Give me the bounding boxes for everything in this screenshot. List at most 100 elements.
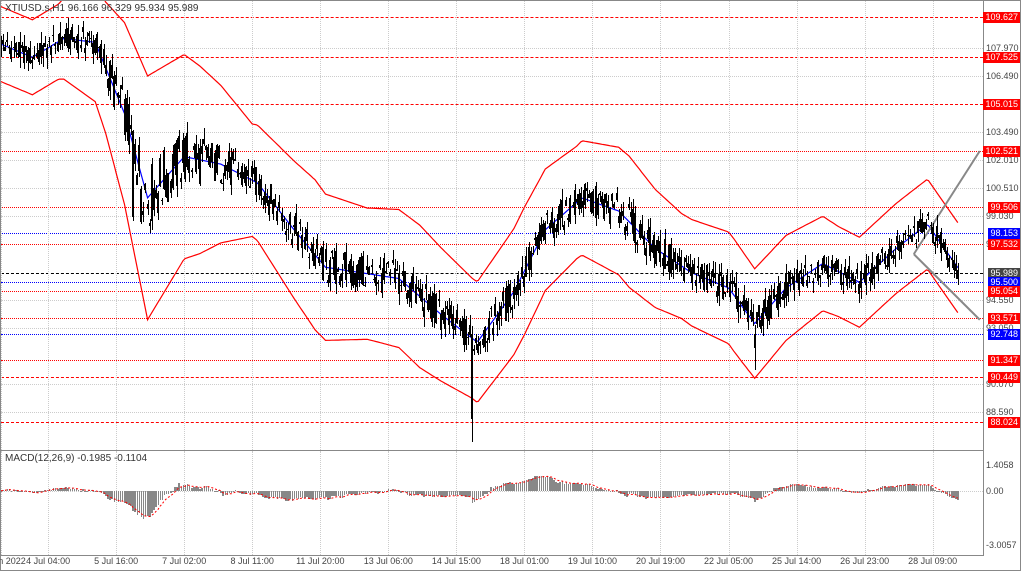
candle-body (308, 257, 310, 258)
macd-hist-bar (865, 491, 867, 492)
y-axis-price[interactable]: 88.59090.07093.05094.55097.53099.030100.… (983, 1, 1020, 451)
x-tick-label: 25 Jul 14:00 (772, 556, 821, 566)
candle-body (913, 226, 915, 228)
candle-body (724, 292, 726, 294)
level-label: 107.525 (983, 52, 1020, 63)
y-axis-macd[interactable]: 1.40580.00-3.0057 (983, 451, 1020, 556)
price-gridline (1, 384, 983, 385)
candle-body (475, 338, 477, 343)
x-tick-label: 22 Jul 05:00 (704, 556, 753, 566)
x-gridline (592, 451, 593, 555)
x-tick-label: 8 Jul 11:00 (231, 556, 274, 566)
candle-body (915, 243, 917, 244)
candle-body (15, 43, 17, 52)
candle-body (157, 193, 159, 213)
candle-body (425, 284, 427, 289)
candle-body (827, 266, 829, 279)
x-gridline (933, 451, 934, 555)
macd-hist-bar (488, 491, 490, 492)
candle-body (80, 45, 82, 48)
candle-body (492, 328, 494, 335)
level-line (1, 151, 983, 152)
x-axis[interactable]: 30 Jun 20224 Jul 04:005 Jul 16:007 Jul 0… (1, 555, 983, 570)
candle-body (105, 65, 107, 74)
candle-body (597, 198, 599, 215)
price-tick-label: 106.490 (986, 71, 1019, 81)
candle-body (4, 47, 6, 51)
x-gridline (320, 451, 321, 555)
level-label: 99.506 (988, 202, 1020, 213)
candle-body (421, 289, 423, 301)
candle-body (710, 279, 712, 287)
candle-body (140, 189, 142, 222)
candle-body (299, 222, 301, 224)
candle-body (234, 159, 236, 161)
level-label: 97.532 (988, 239, 1020, 250)
price-gridline (1, 160, 983, 161)
x-gridline (184, 1, 185, 450)
candle-body (867, 263, 869, 268)
candle-body (159, 158, 161, 186)
candle-body (19, 42, 21, 57)
candle-body (804, 265, 806, 267)
candle-body (138, 145, 140, 172)
price-gridline (1, 132, 983, 133)
macd-tick-label: 0.00 (986, 486, 1004, 496)
x-gridline (729, 451, 730, 555)
candle-body (465, 319, 467, 344)
candle-body (454, 326, 456, 330)
candle-body (685, 258, 687, 262)
candle-body (842, 282, 844, 285)
candle-body (810, 265, 812, 266)
x-gridline (252, 451, 253, 555)
candle-body (149, 223, 151, 226)
candle-body (318, 257, 320, 263)
candle-body (881, 249, 883, 253)
candle-body (203, 139, 205, 144)
price-gridline (1, 412, 983, 413)
candle-body (274, 199, 276, 206)
candle-body (325, 249, 327, 262)
level-label: 92.748 (988, 329, 1020, 340)
candle-body (136, 175, 138, 185)
candle-body (337, 269, 339, 272)
candle-body (754, 334, 756, 348)
candle-body (865, 265, 867, 285)
candle-body (848, 266, 850, 279)
level-line (1, 273, 983, 274)
candle-body (511, 307, 513, 309)
x-gridline (388, 1, 389, 450)
candle-body (894, 255, 896, 259)
level-line (1, 57, 983, 58)
level-line (1, 377, 983, 378)
candle-body (289, 214, 291, 224)
candle-body (2, 40, 4, 44)
candle-body (471, 334, 473, 419)
x-gridline (388, 451, 389, 555)
candle-body (88, 33, 90, 35)
candle-body (247, 170, 249, 177)
candle-body (44, 43, 46, 47)
macd-hist-bar (80, 491, 82, 492)
price-pane[interactable]: XTIUSD.s,H1 96.166 96.329 95.934 95.989 (1, 1, 983, 451)
x-gridline (252, 1, 253, 450)
candle-body (643, 236, 645, 245)
macd-pane[interactable]: MACD(12,26,9) -0.1985 -0.1104 (1, 451, 983, 556)
x-tick-label: 4 Jul 04:00 (26, 556, 70, 566)
candle-body (532, 253, 534, 254)
candle-body (392, 260, 394, 263)
candle-body (142, 211, 144, 215)
candle-body (389, 272, 391, 276)
candle-body (297, 232, 299, 250)
candle-body (285, 231, 287, 235)
price-tick-label: 102.010 (986, 155, 1019, 165)
candle-body (693, 264, 695, 274)
candle-body (812, 281, 814, 284)
macd-hist-bar (172, 491, 174, 492)
macd-hist-bar (1, 491, 2, 492)
candle-body (387, 262, 389, 264)
candle-body (626, 226, 628, 231)
candle-body (856, 269, 858, 273)
x-gridline (116, 451, 117, 555)
candle-body (249, 186, 251, 188)
